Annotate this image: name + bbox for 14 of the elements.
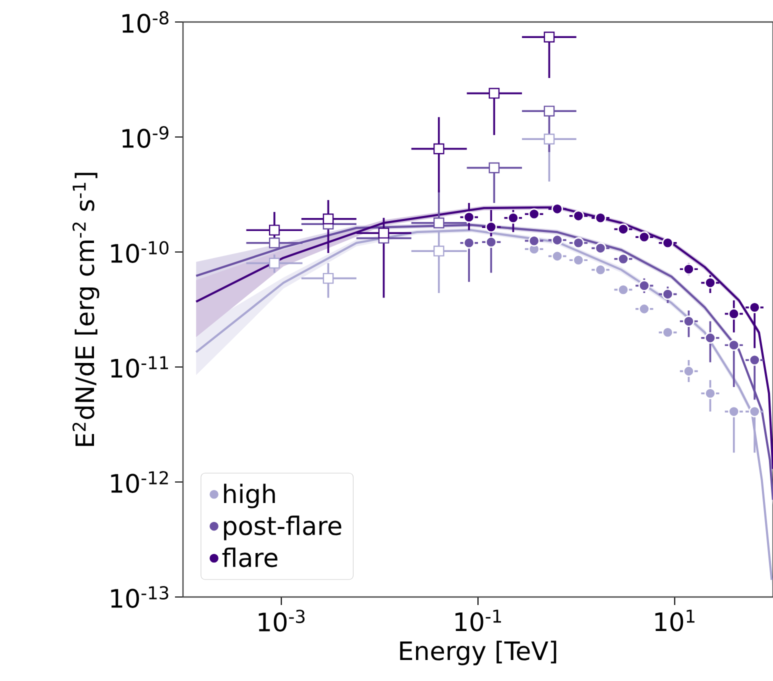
y-tick-label: 10$^{-9}$ [122,126,168,148]
y-tick-label: 10$^{-11}$ [111,356,168,378]
legend-label: post-flare [224,516,342,540]
y-tick-label: 10$^{-13}$ [111,586,168,608]
y-tick-label: 10$^{-8}$ [122,11,168,33]
legend-label: flare [222,548,278,568]
y-tick-label: 10$^{-12}$ [111,471,168,493]
y-axis-title: E$^{2}$dN/dE [erg cm$^{-2}$ s$^{-1}$] [72,172,100,446]
x-tick-label: 10$^{-1}$ [455,610,501,632]
y-tick-label: 10$^{-10}$ [111,241,168,263]
legend-label: high [224,484,275,508]
x-tick-label: 10$^{1}$ [655,610,694,632]
x-axis-title: Energy [TeV] [400,640,556,666]
x-tick-label: 10$^{-3}$ [258,610,305,632]
